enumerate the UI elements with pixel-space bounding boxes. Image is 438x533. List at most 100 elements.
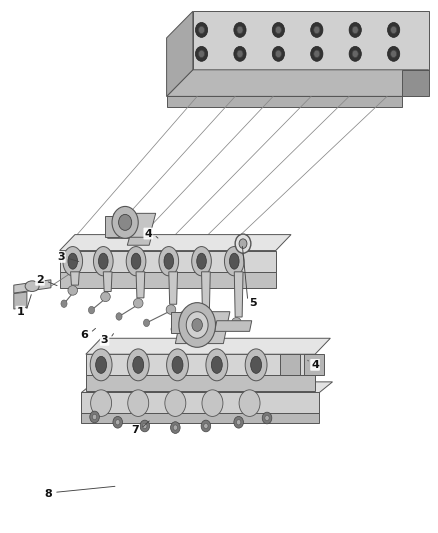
Circle shape: [88, 306, 95, 314]
Ellipse shape: [126, 247, 146, 276]
Text: 7: 7: [131, 425, 139, 435]
Circle shape: [276, 50, 282, 58]
Circle shape: [237, 50, 243, 58]
Circle shape: [388, 46, 400, 61]
Ellipse shape: [239, 390, 260, 416]
Ellipse shape: [192, 247, 212, 276]
Polygon shape: [106, 216, 119, 237]
Ellipse shape: [99, 253, 108, 269]
Circle shape: [239, 239, 247, 248]
Circle shape: [352, 50, 358, 58]
Circle shape: [92, 414, 97, 419]
Circle shape: [179, 303, 215, 348]
Ellipse shape: [91, 390, 112, 416]
Polygon shape: [166, 96, 403, 107]
Ellipse shape: [172, 357, 183, 373]
Ellipse shape: [166, 305, 176, 314]
Polygon shape: [60, 251, 276, 272]
Polygon shape: [103, 272, 112, 292]
Circle shape: [90, 411, 99, 423]
Ellipse shape: [197, 253, 206, 269]
Circle shape: [311, 22, 323, 37]
Circle shape: [195, 22, 208, 37]
Text: 3: 3: [101, 335, 109, 345]
Circle shape: [201, 420, 211, 432]
Circle shape: [234, 22, 246, 37]
Polygon shape: [171, 312, 182, 333]
Polygon shape: [81, 382, 332, 392]
Circle shape: [192, 319, 202, 332]
Circle shape: [237, 419, 241, 425]
Polygon shape: [81, 392, 319, 413]
Circle shape: [314, 50, 320, 58]
Ellipse shape: [245, 349, 267, 381]
Polygon shape: [108, 213, 155, 238]
Polygon shape: [169, 272, 177, 304]
Polygon shape: [215, 321, 252, 332]
Ellipse shape: [212, 357, 222, 373]
Ellipse shape: [90, 349, 112, 381]
Text: 5: 5: [249, 297, 257, 308]
Circle shape: [171, 326, 177, 333]
Ellipse shape: [165, 390, 186, 416]
Circle shape: [276, 26, 282, 34]
Polygon shape: [86, 354, 315, 375]
Text: 4: 4: [145, 229, 152, 239]
Circle shape: [237, 26, 243, 34]
Polygon shape: [403, 70, 428, 96]
Circle shape: [198, 26, 205, 34]
Ellipse shape: [131, 253, 141, 269]
Polygon shape: [14, 292, 27, 309]
Ellipse shape: [164, 253, 173, 269]
Polygon shape: [71, 272, 79, 285]
Polygon shape: [60, 235, 291, 251]
Ellipse shape: [232, 318, 241, 327]
Text: 3: 3: [57, 252, 65, 262]
Circle shape: [186, 312, 208, 338]
Circle shape: [170, 422, 180, 433]
Polygon shape: [86, 338, 330, 354]
Ellipse shape: [68, 253, 78, 269]
Polygon shape: [166, 11, 193, 96]
Circle shape: [349, 22, 361, 37]
Circle shape: [391, 26, 397, 34]
Circle shape: [198, 50, 205, 58]
Ellipse shape: [159, 247, 179, 276]
Circle shape: [391, 50, 397, 58]
Circle shape: [272, 46, 285, 61]
Ellipse shape: [251, 357, 261, 373]
Polygon shape: [304, 354, 324, 375]
Text: 4: 4: [311, 360, 319, 370]
Circle shape: [198, 332, 205, 340]
Circle shape: [116, 313, 122, 320]
Ellipse shape: [224, 247, 244, 276]
Text: 6: 6: [81, 329, 88, 340]
Circle shape: [311, 46, 323, 61]
Circle shape: [119, 214, 132, 230]
Polygon shape: [60, 272, 276, 288]
Circle shape: [61, 300, 67, 308]
Circle shape: [314, 26, 320, 34]
Polygon shape: [280, 354, 300, 375]
Ellipse shape: [95, 357, 106, 373]
Circle shape: [195, 46, 208, 61]
Text: 2: 2: [36, 275, 44, 285]
Polygon shape: [86, 375, 315, 391]
Polygon shape: [14, 280, 51, 293]
Ellipse shape: [134, 298, 143, 308]
Circle shape: [265, 415, 269, 421]
Circle shape: [116, 419, 120, 425]
Circle shape: [140, 420, 150, 432]
Circle shape: [234, 46, 246, 61]
Polygon shape: [81, 413, 319, 423]
Polygon shape: [175, 312, 230, 344]
Ellipse shape: [166, 349, 188, 381]
Circle shape: [112, 206, 138, 238]
Circle shape: [272, 22, 285, 37]
Circle shape: [113, 416, 123, 428]
Circle shape: [388, 22, 400, 37]
Polygon shape: [234, 272, 243, 317]
Text: 1: 1: [17, 306, 24, 317]
Circle shape: [234, 416, 244, 428]
Circle shape: [262, 412, 272, 424]
